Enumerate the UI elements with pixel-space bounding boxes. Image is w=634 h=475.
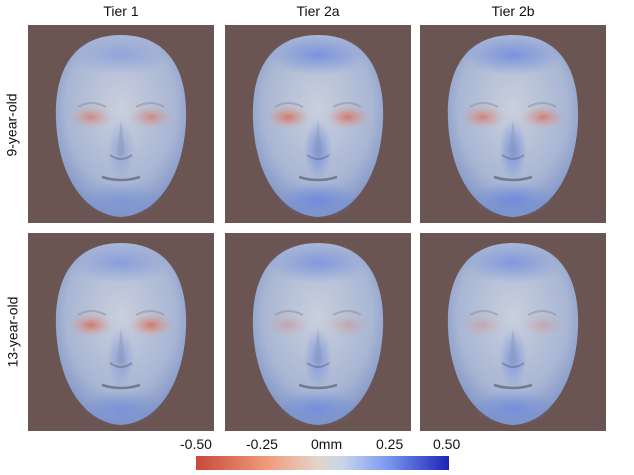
column-header-tier1: Tier 1 bbox=[103, 3, 139, 19]
colorbar-label: 0.50 bbox=[433, 436, 461, 452]
face-render bbox=[55, 35, 187, 218]
face-panel bbox=[420, 25, 606, 223]
face-panel bbox=[420, 233, 606, 431]
colorbar-label: 0mm bbox=[311, 436, 343, 452]
row-label-13yo: 13-year-old bbox=[4, 296, 21, 368]
column-header-tier2b: Tier 2b bbox=[491, 3, 535, 19]
colorbar-label: -0.50 bbox=[180, 436, 212, 452]
face-panel bbox=[28, 233, 214, 431]
face-panel bbox=[225, 25, 411, 223]
face-render bbox=[252, 35, 384, 218]
colorbar-label: -0.25 bbox=[246, 436, 278, 452]
colorbar-label: 0.25 bbox=[376, 436, 404, 452]
colorbar bbox=[196, 456, 449, 470]
face-panel bbox=[225, 233, 411, 431]
row-label-9yo: 9-year-old bbox=[4, 93, 20, 157]
face-render bbox=[447, 35, 579, 218]
face-render bbox=[252, 243, 384, 426]
face-render bbox=[55, 243, 187, 426]
face-panel bbox=[28, 25, 214, 223]
face-render bbox=[447, 243, 579, 426]
column-header-tier2a: Tier 2a bbox=[296, 3, 340, 19]
